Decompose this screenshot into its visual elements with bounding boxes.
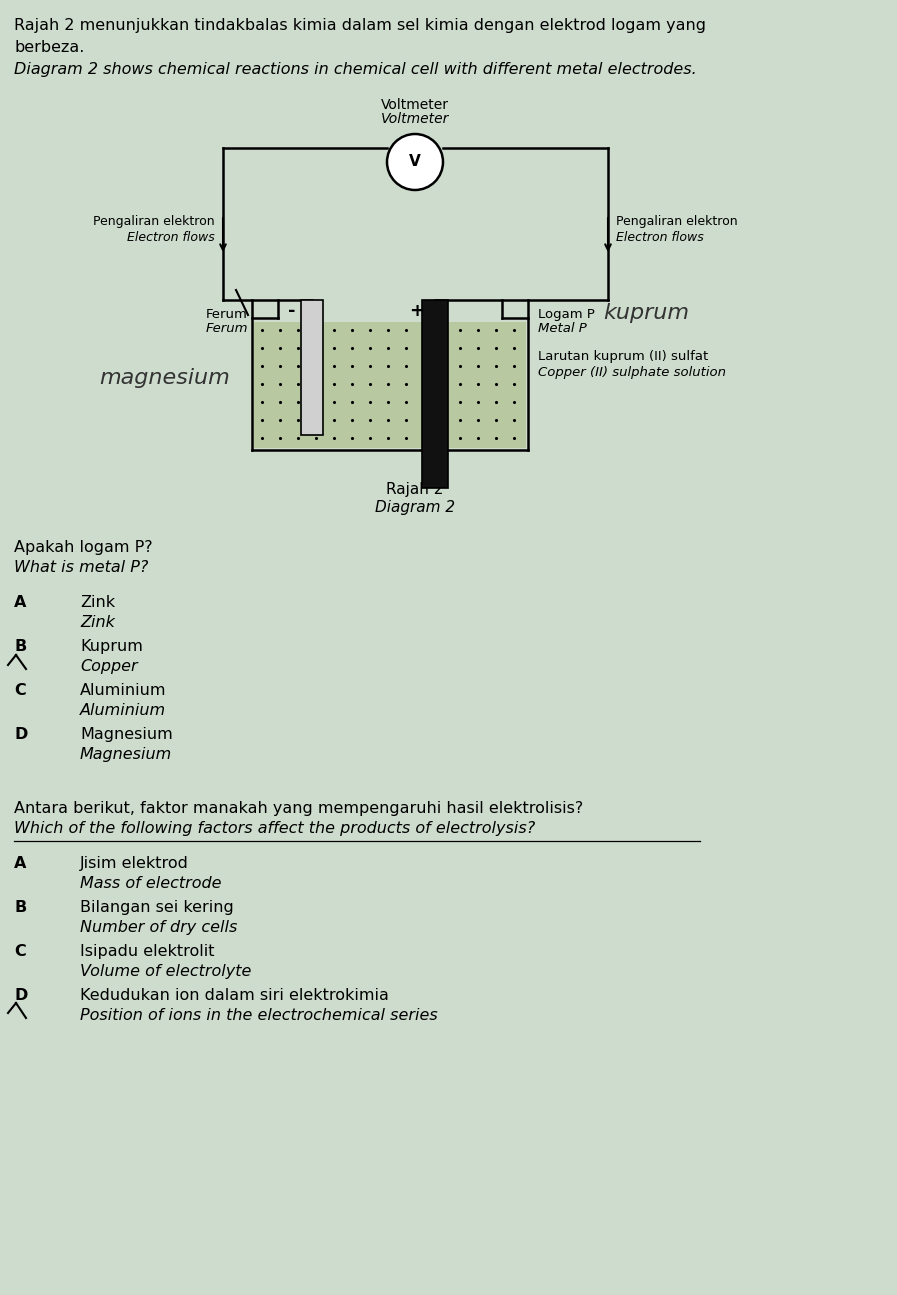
Text: Electron flows: Electron flows <box>616 231 704 243</box>
Text: Metal P: Metal P <box>538 322 587 335</box>
Text: Electron flows: Electron flows <box>127 231 215 243</box>
Circle shape <box>387 133 443 190</box>
Text: Copper: Copper <box>80 659 137 673</box>
Text: -: - <box>288 302 296 320</box>
Text: D: D <box>14 726 28 742</box>
Text: Pengaliran elektron: Pengaliran elektron <box>93 215 215 228</box>
Text: Position of ions in the electrochemical series: Position of ions in the electrochemical … <box>80 1008 438 1023</box>
Text: Voltmeter: Voltmeter <box>381 98 449 111</box>
Text: C: C <box>14 682 26 698</box>
Text: A: A <box>14 594 26 610</box>
Text: B: B <box>14 900 26 916</box>
Text: berbeza.: berbeza. <box>14 40 84 54</box>
Text: Mass of electrode: Mass of electrode <box>80 875 222 891</box>
Text: kuprum: kuprum <box>603 303 689 322</box>
Text: C: C <box>14 944 26 960</box>
Text: Isipadu elektrolit: Isipadu elektrolit <box>80 944 214 960</box>
Text: Diagram 2 shows chemical reactions in chemical cell with different metal electro: Diagram 2 shows chemical reactions in ch… <box>14 62 697 76</box>
Text: Zink: Zink <box>80 594 115 610</box>
Text: Which of the following factors affect the products of electrolysis?: Which of the following factors affect th… <box>14 821 536 837</box>
Text: Zink: Zink <box>80 615 115 629</box>
Text: B: B <box>14 638 26 654</box>
Text: Kuprum: Kuprum <box>80 638 143 654</box>
Text: Magnesium: Magnesium <box>80 747 172 761</box>
Text: Diagram 2: Diagram 2 <box>375 500 455 515</box>
Text: Pengaliran elektron: Pengaliran elektron <box>616 215 737 228</box>
Text: What is metal P?: What is metal P? <box>14 559 148 575</box>
Text: Ferum: Ferum <box>205 322 248 335</box>
Text: Volume of electrolyte: Volume of electrolyte <box>80 963 251 979</box>
Text: D: D <box>14 988 28 1004</box>
Text: V: V <box>409 154 421 170</box>
Text: Larutan kuprum (II) sulfat: Larutan kuprum (II) sulfat <box>538 350 709 363</box>
Text: Antara berikut, faktor manakah yang mempengaruhi hasil elektrolisis?: Antara berikut, faktor manakah yang memp… <box>14 802 583 816</box>
Text: Apakah logam P?: Apakah logam P? <box>14 540 152 556</box>
Text: Aluminium: Aluminium <box>80 703 166 717</box>
Text: Logam P: Logam P <box>538 308 595 321</box>
Text: Magnesium: Magnesium <box>80 726 173 742</box>
Text: Rajah 2: Rajah 2 <box>387 482 444 497</box>
Text: Bilangan sei kering: Bilangan sei kering <box>80 900 234 916</box>
Text: Jisim elektrod: Jisim elektrod <box>80 856 189 872</box>
Text: Ferum: Ferum <box>206 308 248 321</box>
Text: A: A <box>14 856 26 872</box>
Bar <box>301 300 323 435</box>
Text: magnesium: magnesium <box>100 368 231 388</box>
Bar <box>422 300 448 488</box>
Text: Kedudukan ion dalam siri elektrokimia: Kedudukan ion dalam siri elektrokimia <box>80 988 389 1004</box>
Text: +: + <box>410 302 424 320</box>
Bar <box>254 322 526 448</box>
Text: Copper (II) sulphate solution: Copper (II) sulphate solution <box>538 366 726 379</box>
Text: Aluminium: Aluminium <box>80 682 167 698</box>
Text: Rajah 2 menunjukkan tindakbalas kimia dalam sel kimia dengan elektrod logam yang: Rajah 2 menunjukkan tindakbalas kimia da… <box>14 18 706 32</box>
Text: Number of dry cells: Number of dry cells <box>80 919 238 935</box>
Text: Voltmeter: Voltmeter <box>381 111 449 126</box>
